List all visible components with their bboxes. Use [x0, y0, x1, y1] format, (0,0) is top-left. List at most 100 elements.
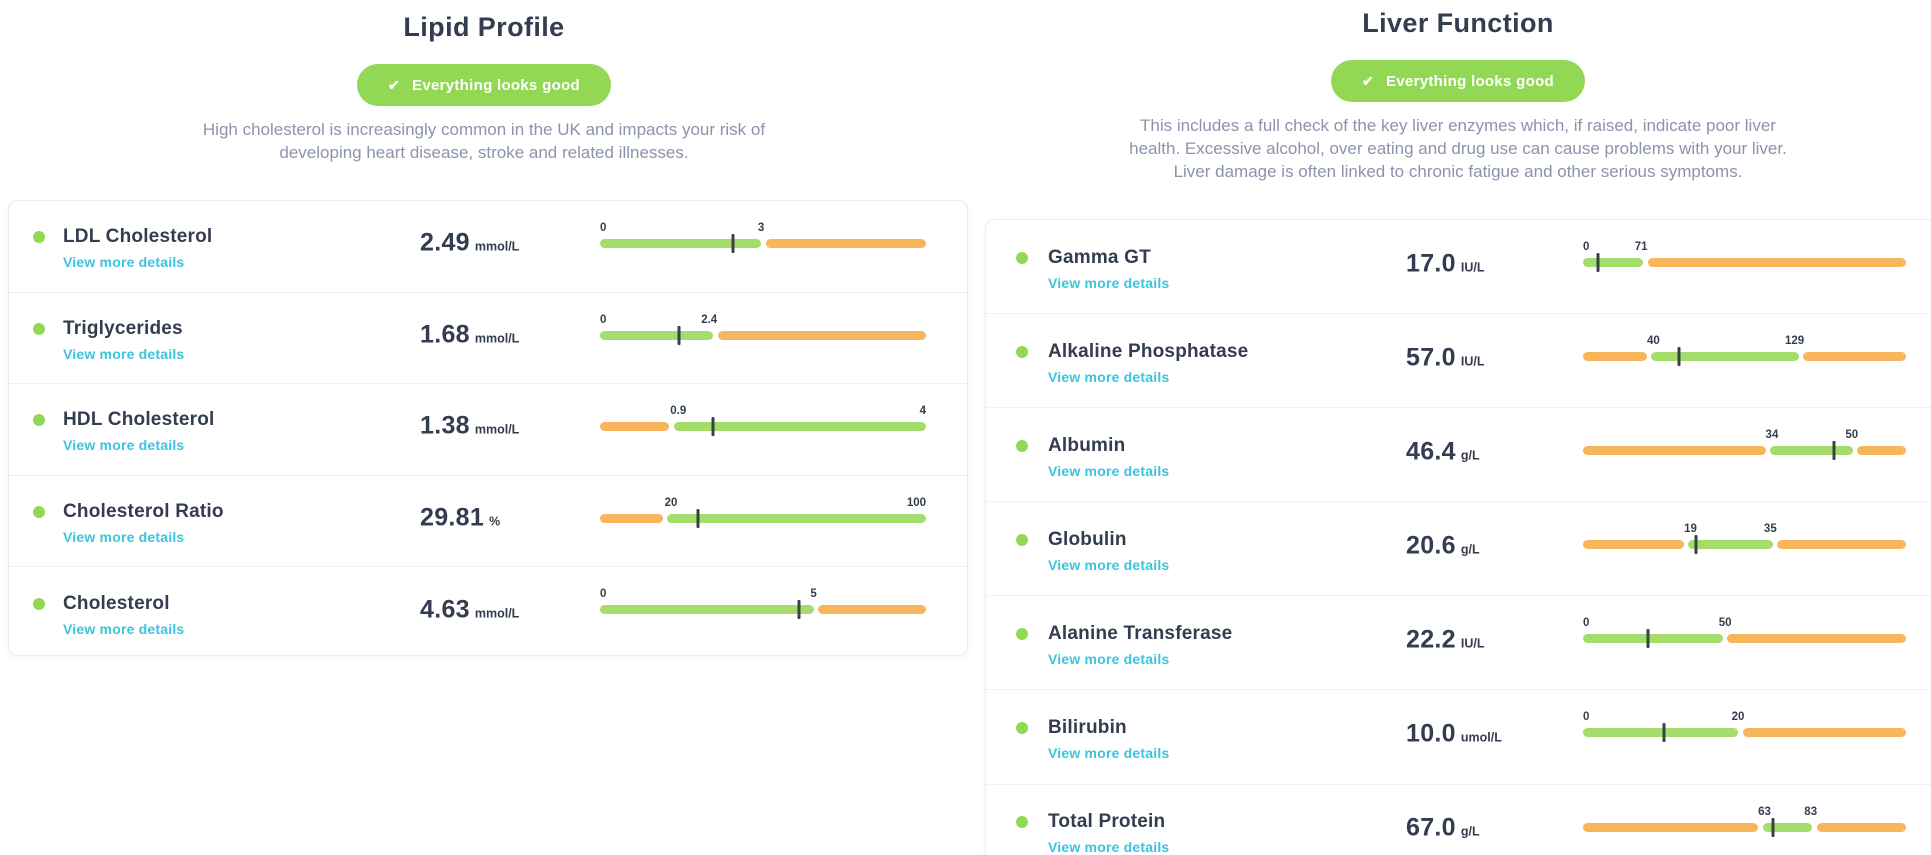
test-result: 10.0 umol/L [1406, 720, 1502, 749]
range-boundary-label: 34 [1765, 429, 1779, 442]
results-card: LDL Cholesterol View more details 2.49 mm… [8, 200, 968, 656]
range-boundary-label: 83 [1804, 805, 1818, 818]
test-unit: IU/L [1460, 636, 1485, 651]
orange-range-segment [765, 239, 926, 248]
range-boundary-label: 0.9 [670, 405, 687, 418]
test-name: HDL Cholesterol [63, 409, 215, 431]
range-boundary-label: 0 [1583, 241, 1590, 253]
range-boundary-label: 20 [1731, 711, 1745, 724]
view-more-details-link[interactable]: View more details [63, 620, 185, 637]
green-range-segment [1688, 540, 1773, 550]
range-boundary-label: 5 [810, 588, 817, 601]
view-more-details-link[interactable]: View more details [1048, 274, 1170, 291]
status-dot-icon [1016, 627, 1028, 640]
orange-range-segment [1583, 446, 1766, 456]
status-dot-icon [1016, 722, 1028, 735]
result-row: Albumin View more details 46.4 g/L 34 50 [986, 407, 1931, 501]
test-unit: umol/L [1460, 730, 1502, 745]
test-value: 1.68 [420, 320, 470, 349]
range-gauge: 63 83 [1583, 806, 1906, 844]
view-more-details-link[interactable]: View more details [63, 529, 185, 546]
test-name: Alkaline Phosphatase [1048, 340, 1249, 362]
range-boundary-label: 35 [1763, 523, 1777, 536]
range-boundary-label: 0 [600, 588, 607, 601]
test-result: 20.6 g/L [1406, 531, 1480, 560]
lipid-profile-header: Lipid Profile ✔ Everything looks good Hi… [0, 12, 968, 164]
test-value: 29.81 [420, 503, 485, 532]
results-card: Gamma GT View more details 17.0 IU/L 0 71 … [985, 219, 1931, 855]
orange-range-segment [600, 422, 670, 432]
range-boundary-label: 71 [1634, 241, 1648, 253]
range-gauge: 40 129 [1583, 335, 1906, 373]
orange-range-segment [1803, 352, 1906, 362]
test-name: Gamma GT [1048, 246, 1151, 268]
test-result: 1.38 mmol/L [420, 412, 519, 441]
status-badge: ✔ Everything looks good [356, 64, 611, 106]
status-dot-icon [1016, 816, 1028, 829]
result-row: Globulin View more details 20.6 g/L 19 35 [986, 501, 1931, 595]
green-range-segment [600, 605, 814, 615]
orange-range-segment [718, 330, 926, 340]
orange-range-segment [1742, 728, 1906, 738]
test-info: Gamma GT View more details [1048, 247, 1169, 293]
status-dot-icon [1016, 251, 1028, 264]
range-gauge: 0 71 [1583, 241, 1906, 279]
result-row: HDL Cholesterol View more details 1.38 mm… [9, 383, 967, 475]
result-row: Alanine Transferase View more details 22… [986, 595, 1931, 689]
test-info: Triglycerides View more details [63, 318, 184, 364]
view-more-details-link[interactable]: View more details [63, 345, 185, 362]
test-info: LDL Cholesterol View more details [63, 226, 212, 272]
test-unit: mmol/L [474, 331, 520, 346]
test-info: Globulin View more details [1048, 529, 1169, 575]
green-range-segment [1583, 634, 1723, 644]
view-more-details-link[interactable]: View more details [1048, 839, 1170, 855]
status-dot-icon [33, 414, 45, 427]
test-result: 4.63 mmol/L [420, 595, 519, 624]
test-value: 20.6 [1406, 531, 1456, 560]
orange-range-segment [818, 605, 926, 615]
status-dot-icon [33, 322, 45, 335]
result-row: Bilirubin View more details 10.0 umol/L 0… [986, 689, 1931, 783]
view-more-details-link[interactable]: View more details [1048, 556, 1170, 573]
liver-function-panel: Liver Function ✔ Everything looks good T… [985, 0, 1931, 855]
view-more-details-link[interactable]: View more details [1048, 745, 1170, 762]
test-value: 22.2 [1406, 625, 1456, 654]
orange-range-segment [1583, 540, 1685, 550]
test-value: 4.63 [420, 595, 470, 624]
orange-range-segment [1647, 258, 1906, 267]
view-more-details-link[interactable]: View more details [63, 437, 185, 454]
view-more-details-link[interactable]: View more details [63, 254, 185, 271]
view-more-details-link[interactable]: View more details [1048, 650, 1170, 667]
range-boundary-label: 50 [1718, 617, 1732, 630]
result-row: Cholesterol View more details 4.63 mmol/L… [9, 566, 967, 658]
orange-range-segment [1583, 822, 1759, 832]
result-row: Alkaline Phosphatase View more details 5… [986, 313, 1931, 407]
range-boundary-label: 4 [919, 405, 926, 418]
test-name: Globulin [1048, 528, 1127, 550]
view-more-details-link[interactable]: View more details [1048, 462, 1170, 479]
range-boundary-label: 0 [600, 222, 607, 234]
green-range-segment [1651, 352, 1800, 362]
range-gauge: 0 50 [1583, 617, 1906, 655]
view-more-details-link[interactable]: View more details [1048, 368, 1170, 385]
test-result: 2.49 mmol/L [420, 229, 519, 258]
test-value: 57.0 [1406, 343, 1456, 372]
test-name: Alanine Transferase [1048, 622, 1233, 644]
value-marker-tick [1771, 817, 1775, 837]
range-boundary-label: 3 [757, 222, 765, 234]
panel-title: Liver Function [1362, 8, 1554, 38]
range-boundary-label: 63 [1758, 805, 1771, 818]
range-boundary-label: 0 [600, 313, 607, 326]
orange-range-segment [1727, 634, 1906, 644]
status-badge-label: Everything looks good [412, 76, 580, 94]
test-result: 29.81% [420, 504, 500, 533]
test-unit: mmol/L [474, 606, 520, 621]
green-range-segment [600, 239, 762, 248]
test-unit: mmol/L [474, 422, 520, 437]
panel-title: Lipid Profile [403, 12, 565, 42]
orange-range-segment [600, 513, 663, 523]
liver-function-header: Liver Function ✔ Everything looks good T… [985, 8, 1931, 183]
status-dot-icon [1016, 439, 1028, 452]
test-info: Alanine Transferase View more details [1048, 623, 1232, 669]
